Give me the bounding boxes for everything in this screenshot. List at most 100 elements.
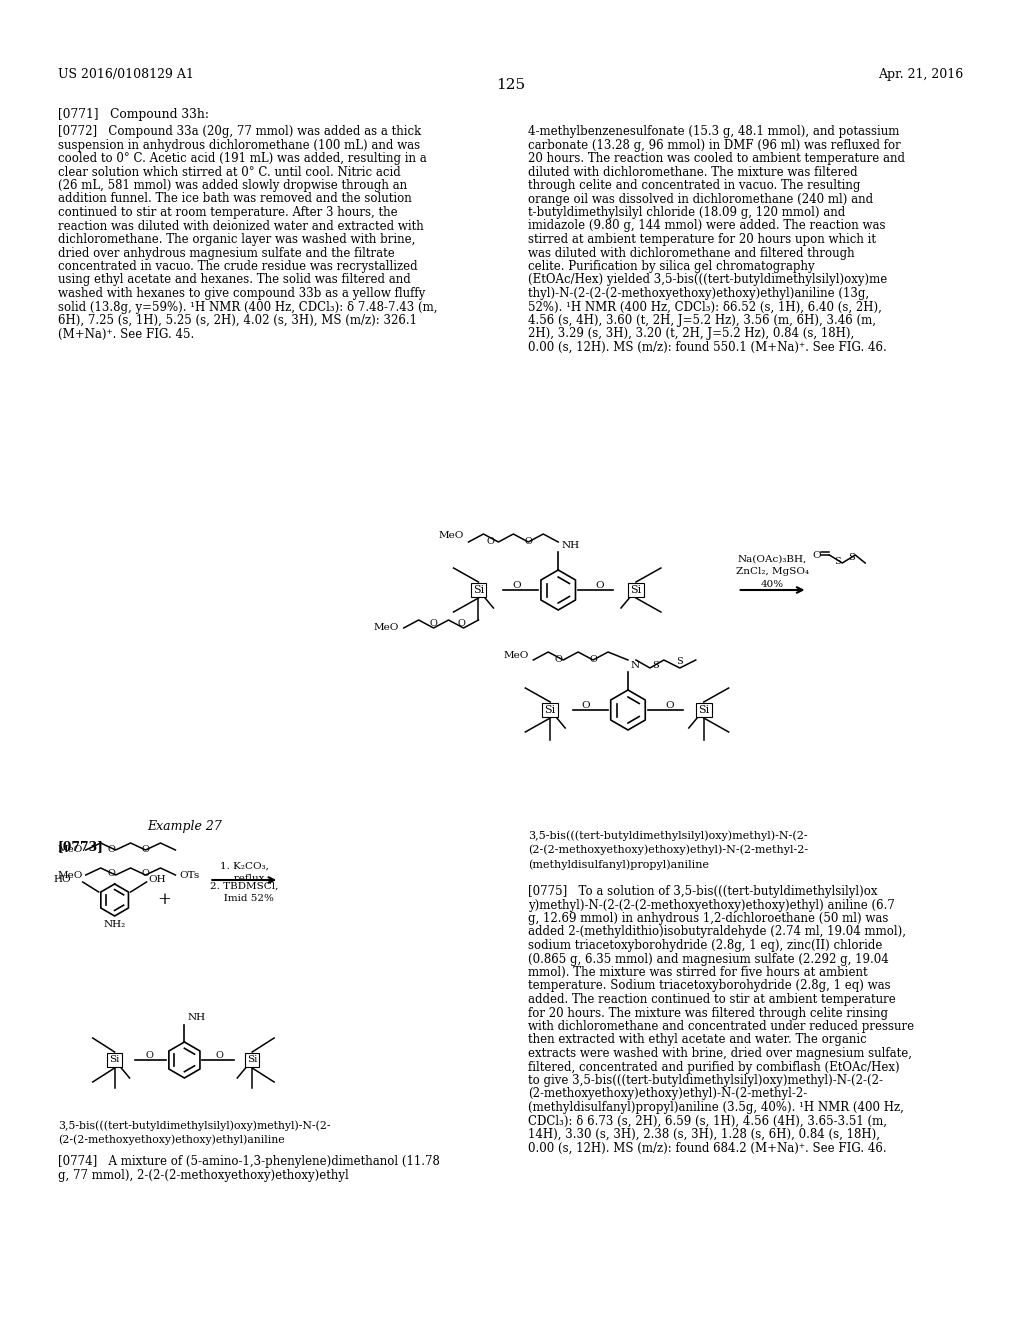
Text: temperature. Sodium triacetoxyborohydride (2.8g, 1 eq) was: temperature. Sodium triacetoxyborohydrid…	[528, 979, 891, 993]
Text: (M+Na)⁺. See FIG. 45.: (M+Na)⁺. See FIG. 45.	[57, 327, 195, 341]
Text: [0771]   Compound 33h:: [0771] Compound 33h:	[57, 108, 209, 121]
Text: Apr. 21, 2016: Apr. 21, 2016	[878, 69, 963, 81]
Text: MeO: MeO	[57, 846, 83, 854]
Text: 125: 125	[496, 78, 525, 92]
Text: to give 3,5-bis(((tert-butyldimethylsilyl)oxy)methyl)-N-(2-(2-: to give 3,5-bis(((tert-butyldimethylsily…	[528, 1074, 884, 1086]
Text: 0.00 (s, 12H). MS (m/z): found 550.1 (M+Na)⁺. See FIG. 46.: 0.00 (s, 12H). MS (m/z): found 550.1 (M+…	[528, 341, 887, 354]
Text: through celite and concentrated in vacuo. The resulting: through celite and concentrated in vacuo…	[528, 180, 861, 191]
Text: NH: NH	[561, 540, 580, 549]
Text: using ethyl acetate and hexanes. The solid was filtered and: using ethyl acetate and hexanes. The sol…	[57, 273, 411, 286]
Text: mmol). The mixture was stirred for five hours at ambient: mmol). The mixture was stirred for five …	[528, 966, 868, 979]
Text: O: O	[145, 1052, 154, 1060]
Text: dichloromethane. The organic layer was washed with brine,: dichloromethane. The organic layer was w…	[57, 234, 415, 246]
Text: 0.00 (s, 12H). MS (m/z): found 684.2 (M+Na)⁺. See FIG. 46.: 0.00 (s, 12H). MS (m/z): found 684.2 (M+…	[528, 1142, 887, 1155]
Text: t-butyldimethylsilyl chloride (18.09 g, 120 mmol) and: t-butyldimethylsilyl chloride (18.09 g, …	[528, 206, 846, 219]
Text: +: +	[158, 891, 171, 908]
Text: Si: Si	[698, 705, 710, 715]
Text: O: O	[141, 870, 150, 879]
Text: Si: Si	[545, 705, 556, 715]
Text: 2H), 3.29 (s, 3H), 3.20 (t, 2H, J=5.2 Hz), 0.84 (s, 18H),: 2H), 3.29 (s, 3H), 3.20 (t, 2H, J=5.2 Hz…	[528, 327, 855, 341]
Text: S: S	[834, 557, 841, 565]
Text: reaction was diluted with deionized water and extracted with: reaction was diluted with deionized wate…	[57, 219, 424, 232]
Text: celite. Purification by silica gel chromatography: celite. Purification by silica gel chrom…	[528, 260, 815, 273]
Text: [0775]   To a solution of 3,5-bis(((tert-butyldimethylsilyl)ox: [0775] To a solution of 3,5-bis(((tert-b…	[528, 884, 878, 898]
Text: clear solution which stirred at 0° C. until cool. Nitric acid: clear solution which stirred at 0° C. un…	[57, 165, 400, 178]
Text: O: O	[596, 582, 604, 590]
Text: NH₂: NH₂	[103, 920, 126, 929]
Text: concentrated in vacuo. The crude residue was recrystallized: concentrated in vacuo. The crude residue…	[57, 260, 418, 273]
Text: (2-methoxyethoxy)ethoxy)ethyl)-N-(2-methyl-2-: (2-methoxyethoxy)ethoxy)ethyl)-N-(2-meth…	[528, 1088, 808, 1101]
Text: Example 27: Example 27	[147, 820, 222, 833]
Text: O: O	[108, 870, 116, 879]
Text: S: S	[677, 657, 683, 667]
Text: OH: OH	[148, 875, 166, 884]
Text: extracts were washed with brine, dried over magnesium sulfate,: extracts were washed with brine, dried o…	[528, 1047, 912, 1060]
Text: solid (13.8g, y=59%). ¹H NMR (400 Hz, CDCl₃): δ 7.48-7.43 (m,: solid (13.8g, y=59%). ¹H NMR (400 Hz, CD…	[57, 301, 437, 314]
Text: [0774]   A mixture of (5-amino-1,3-phenylene)dimethanol (11.78: [0774] A mixture of (5-amino-1,3-phenyle…	[57, 1155, 439, 1168]
Text: suspension in anhydrous dichloromethane (100 mL) and was: suspension in anhydrous dichloromethane …	[57, 139, 420, 152]
Text: Si: Si	[247, 1056, 257, 1064]
Text: diluted with dichloromethane. The mixture was filtered: diluted with dichloromethane. The mixtur…	[528, 165, 858, 178]
Text: added 2-(methyldithio)isobutyraldehyde (2.74 ml, 19.04 mmol),: added 2-(methyldithio)isobutyraldehyde (…	[528, 925, 906, 939]
Text: g, 12.69 mmol) in anhydrous 1,2-dichloroethane (50 ml) was: g, 12.69 mmol) in anhydrous 1,2-dichloro…	[528, 912, 889, 925]
Text: (0.865 g, 6.35 mmol) and magnesium sulfate (2.292 g, 19.04: (0.865 g, 6.35 mmol) and magnesium sulfa…	[528, 953, 889, 965]
Text: O: O	[458, 619, 466, 628]
Text: added. The reaction continued to stir at ambient temperature: added. The reaction continued to stir at…	[528, 993, 896, 1006]
Text: MeO: MeO	[438, 532, 464, 540]
Text: O: O	[141, 845, 150, 854]
Text: Si: Si	[473, 585, 484, 595]
Text: HO: HO	[53, 875, 71, 884]
Text: 52%). ¹H NMR (400 Hz, CDCl₃): δ6.52 (s, 1H), 6.40 (s, 2H),: 52%). ¹H NMR (400 Hz, CDCl₃): δ6.52 (s, …	[528, 301, 883, 314]
Text: dried over anhydrous magnesium sulfate and the filtrate: dried over anhydrous magnesium sulfate a…	[57, 247, 394, 260]
Text: 1. K₂CO₃,
   reflux: 1. K₂CO₃, reflux	[220, 862, 268, 883]
Text: Si: Si	[110, 1056, 120, 1064]
Text: thyl)-N-(2-(2-(2-methoxyethoxy)ethoxy)ethyl)aniline (13g,: thyl)-N-(2-(2-(2-methoxyethoxy)ethoxy)et…	[528, 286, 869, 300]
Text: O: O	[430, 619, 437, 628]
Text: 20 hours. The reaction was cooled to ambient temperature and: 20 hours. The reaction was cooled to amb…	[528, 152, 905, 165]
Text: MeO: MeO	[374, 623, 399, 632]
Text: (methyldisulfanyl)propyl)aniline (3.5g, 40%). ¹H NMR (400 Hz,: (methyldisulfanyl)propyl)aniline (3.5g, …	[528, 1101, 904, 1114]
Text: O: O	[512, 582, 520, 590]
Text: (26 mL, 581 mmol) was added slowly dropwise through an: (26 mL, 581 mmol) was added slowly dropw…	[57, 180, 407, 191]
Text: y)methyl)-N-(2-(2-(2-methoxyethoxy)ethoxy)ethyl) aniline (6.7: y)methyl)-N-(2-(2-(2-methoxyethoxy)ethox…	[528, 899, 895, 912]
Text: O: O	[524, 536, 532, 545]
Text: carbonate (13.28 g, 96 mmol) in DMF (96 ml) was refluxed for: carbonate (13.28 g, 96 mmol) in DMF (96 …	[528, 139, 901, 152]
Text: O: O	[554, 655, 562, 664]
Text: 3,5-bis(((tert-butyldimethylsilyl)oxy)methyl)-N-(2-
(2-(2-methoxyethoxy)ethoxy)e: 3,5-bis(((tert-butyldimethylsilyl)oxy)me…	[57, 1119, 331, 1146]
Text: O: O	[589, 655, 597, 664]
Text: 2. TBDMSCl,
   Imid 52%: 2. TBDMSCl, Imid 52%	[210, 882, 279, 903]
Text: g, 77 mmol), 2-(2-(2-methoxyethoxy)ethoxy)ethyl: g, 77 mmol), 2-(2-(2-methoxyethoxy)ethox…	[57, 1168, 348, 1181]
Text: O: O	[108, 845, 116, 854]
Text: O: O	[215, 1052, 223, 1060]
Text: 6H), 7.25 (s, 1H), 5.25 (s, 2H), 4.02 (s, 3H), MS (m/z): 326.1: 6H), 7.25 (s, 1H), 5.25 (s, 2H), 4.02 (s…	[57, 314, 417, 327]
Text: S: S	[848, 553, 855, 561]
Text: (EtOAc/Hex) yielded 3,5-bis(((tert-butyldimethylsilyl)oxy)me: (EtOAc/Hex) yielded 3,5-bis(((tert-butyl…	[528, 273, 888, 286]
Text: 4-methylbenzenesulfonate (15.3 g, 48.1 mmol), and potassium: 4-methylbenzenesulfonate (15.3 g, 48.1 m…	[528, 125, 900, 139]
Text: Si: Si	[631, 585, 642, 595]
Text: 14H), 3.30 (s, 3H), 2.38 (s, 3H), 1.28 (s, 6H), 0.84 (s, 18H),: 14H), 3.30 (s, 3H), 2.38 (s, 3H), 1.28 (…	[528, 1129, 881, 1140]
Text: cooled to 0° C. Acetic acid (191 mL) was added, resulting in a: cooled to 0° C. Acetic acid (191 mL) was…	[57, 152, 427, 165]
Text: [0773]: [0773]	[57, 840, 103, 853]
Text: for 20 hours. The mixture was filtered through celite rinsing: for 20 hours. The mixture was filtered t…	[528, 1006, 888, 1019]
Text: MeO: MeO	[57, 870, 83, 879]
Text: N: N	[631, 660, 640, 669]
Text: 3,5-bis(((tert-butyldimethylsilyl)oxy)methyl)-N-(2-
(2-(2-methoxyethoxy)ethoxy)e: 3,5-bis(((tert-butyldimethylsilyl)oxy)me…	[528, 830, 808, 870]
Text: addition funnel. The ice bath was removed and the solution: addition funnel. The ice bath was remove…	[57, 193, 412, 206]
Text: orange oil was dissolved in dichloromethane (240 ml) and: orange oil was dissolved in dichlorometh…	[528, 193, 873, 206]
Text: MeO: MeO	[504, 652, 528, 660]
Text: CDCl₃): δ 6.73 (s, 2H), 6.59 (s, 1H), 4.56 (4H), 3.65-3.51 (m,: CDCl₃): δ 6.73 (s, 2H), 6.59 (s, 1H), 4.…	[528, 1114, 888, 1127]
Text: imidazole (9.80 g, 144 mmol) were added. The reaction was: imidazole (9.80 g, 144 mmol) were added.…	[528, 219, 886, 232]
Text: O: O	[486, 536, 495, 545]
Text: Na(OAc)₃BH,
ZnCl₂, MgSO₄
40%: Na(OAc)₃BH, ZnCl₂, MgSO₄ 40%	[736, 554, 809, 589]
Text: continued to stir at room temperature. After 3 hours, the: continued to stir at room temperature. A…	[57, 206, 397, 219]
Text: S: S	[652, 661, 659, 671]
Text: 4.56 (s, 4H), 3.60 (t, 2H, J=5.2 Hz), 3.56 (m, 6H), 3.46 (m,: 4.56 (s, 4H), 3.60 (t, 2H, J=5.2 Hz), 3.…	[528, 314, 877, 327]
Text: US 2016/0108129 A1: US 2016/0108129 A1	[57, 69, 194, 81]
Text: with dichloromethane and concentrated under reduced pressure: with dichloromethane and concentrated un…	[528, 1020, 914, 1034]
Text: O: O	[812, 550, 821, 560]
Text: then extracted with ethyl acetate and water. The organic: then extracted with ethyl acetate and wa…	[528, 1034, 867, 1047]
Text: washed with hexanes to give compound 33b as a yellow fluffy: washed with hexanes to give compound 33b…	[57, 286, 425, 300]
Text: OTs: OTs	[179, 870, 200, 879]
Text: NH: NH	[187, 1014, 206, 1023]
Text: O: O	[666, 701, 674, 710]
